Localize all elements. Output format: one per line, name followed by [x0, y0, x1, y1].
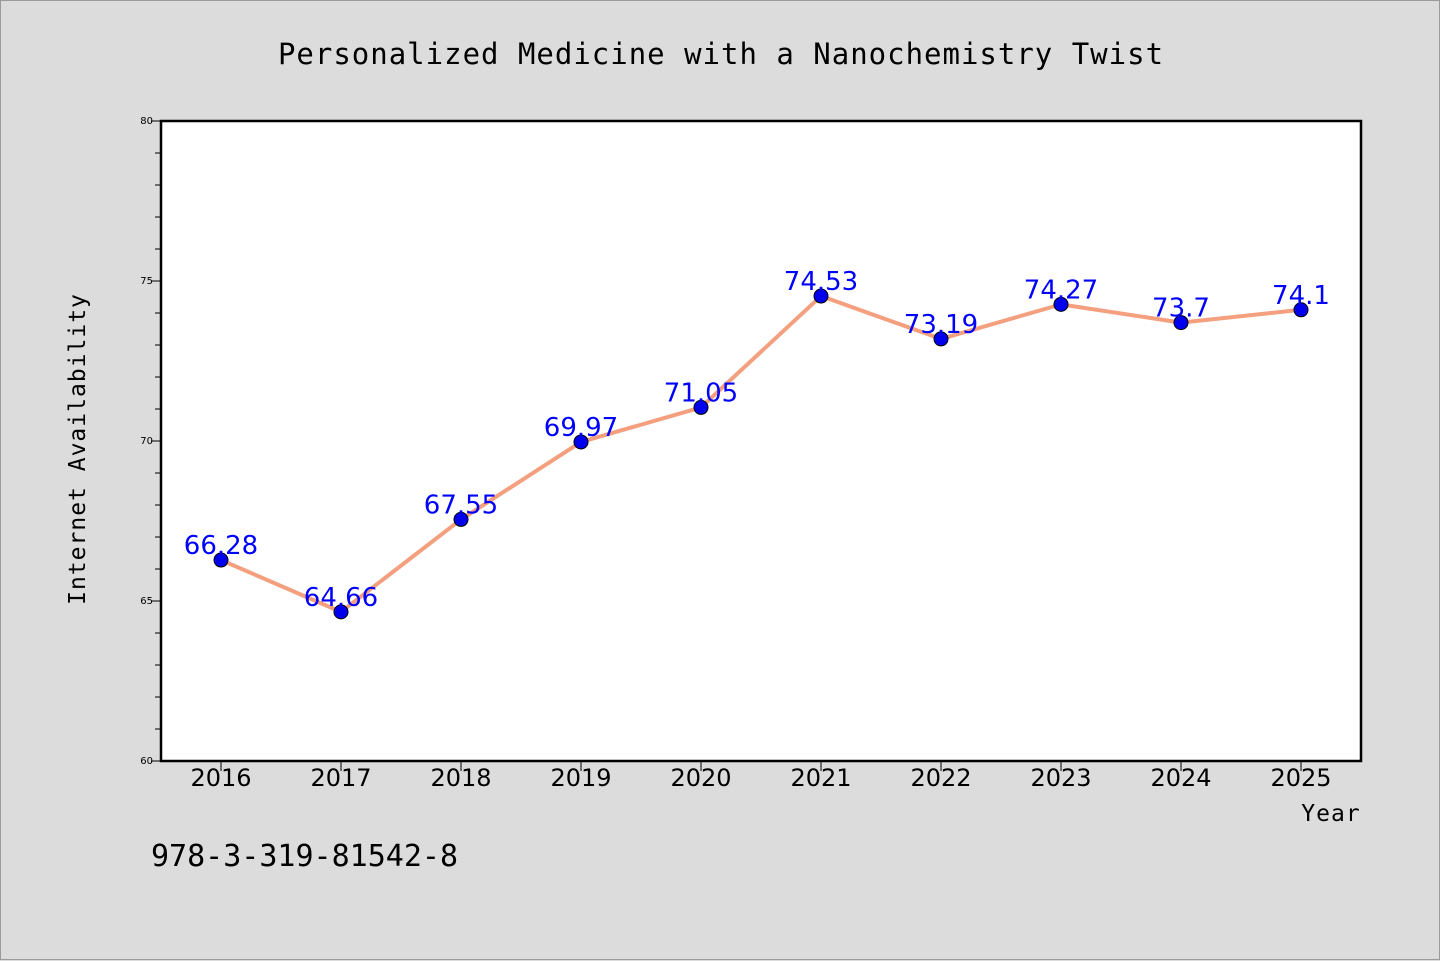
y-tick-label: 60: [140, 756, 153, 767]
x-tick-label: 2016: [190, 764, 251, 792]
series-line: [219, 294, 1303, 614]
data-point: [453, 511, 469, 527]
data-point: [693, 399, 709, 415]
chart-title: Personalized Medicine with a Nanochemist…: [278, 37, 1164, 71]
data-label: 74.1: [1272, 281, 1330, 311]
x-tick-label: 2021: [790, 764, 851, 792]
data-point: [333, 604, 349, 620]
data-label: 66.28: [184, 531, 258, 561]
x-tick-label: 2023: [1030, 764, 1091, 792]
data-label: 69.97: [544, 413, 618, 443]
y-axis: 60 65 70 75 80: [140, 116, 161, 767]
x-tick-label: 2019: [550, 764, 611, 792]
y-axis-label: Internet Availability: [65, 293, 91, 605]
series-markers: [213, 288, 1309, 620]
x-tick-label: 2024: [1150, 764, 1211, 792]
data-label: 64.66: [304, 583, 378, 613]
data-point: [1293, 302, 1309, 318]
data-label: 73.19: [904, 310, 978, 340]
x-tick-label: 2018: [430, 764, 491, 792]
x-tick-label: 2025: [1270, 764, 1331, 792]
data-labels: 66.28 64.66 67.55 69.97 71.05 74.53 73.19 74.27…: [184, 267, 1330, 613]
data-point: [1173, 315, 1189, 331]
x-tick-label: 2020: [670, 764, 731, 792]
data-point: [213, 552, 229, 568]
data-label: 73.7: [1152, 294, 1210, 324]
x-axis: 2016 2017 2018 2019 2020 2021 2022 2023 2024 2025: [190, 761, 1332, 792]
y-tick-label: 75: [140, 276, 153, 287]
data-point: [573, 434, 589, 450]
x-axis-label: Year: [1301, 801, 1360, 827]
data-label: 74.53: [784, 267, 858, 297]
x-tick-label: 2017: [310, 764, 371, 792]
data-label: 67.55: [424, 490, 498, 520]
y-tick-label: 70: [140, 436, 153, 447]
isbn-text: 978-3-319-81542-8: [151, 839, 458, 874]
x-tick-label: 2022: [910, 764, 971, 792]
data-point: [933, 331, 949, 347]
y-tick-label: 80: [140, 116, 153, 127]
data-label: 74.27: [1024, 275, 1098, 305]
series-polyline: [219, 294, 1303, 614]
data-point: [1053, 296, 1069, 312]
plot-area: [159, 119, 1363, 763]
data-point: [813, 288, 829, 304]
data-label: 71.05: [664, 378, 738, 408]
y-tick-label: 65: [140, 596, 153, 607]
